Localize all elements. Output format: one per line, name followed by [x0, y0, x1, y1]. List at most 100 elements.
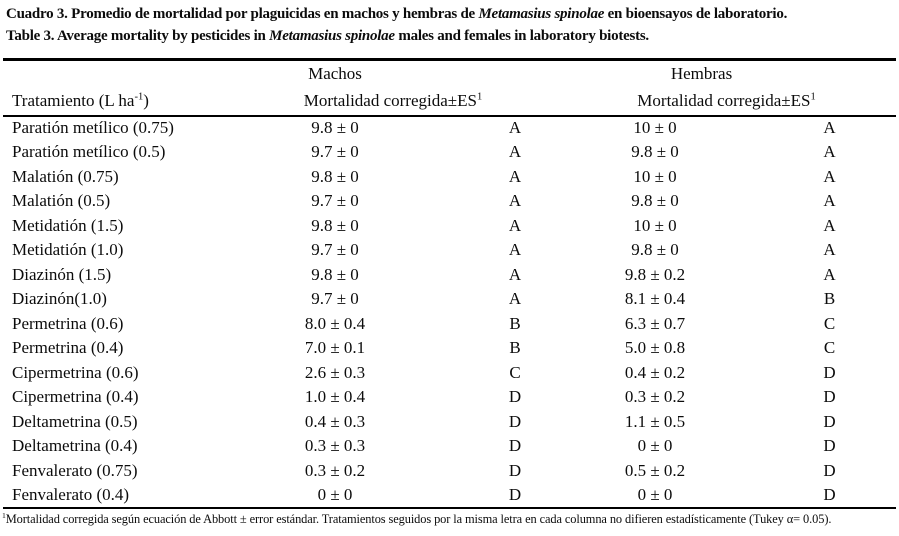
- machos-value-cell: 9.7 ± 0: [311, 191, 359, 211]
- machos-tukey-group-cell: B: [509, 338, 521, 358]
- treatment-cell: Malatión (0.75): [12, 166, 119, 186]
- hembras-value-cell: 9.8 ± 0.2: [624, 264, 686, 284]
- treatment-header-close: ): [143, 91, 149, 110]
- treatment-cell: Permetrina (0.6): [12, 313, 124, 333]
- mortality-header-superscript: 1: [810, 91, 816, 103]
- table-caption: Cuadro 3. Promedio de mortalidad por pla…: [0, 0, 899, 47]
- treatment-cell: Diazinón(1.0): [12, 289, 107, 309]
- caption-es-text: Cuadro 3. Promedio de mortalidad por pla…: [6, 6, 479, 22]
- table-row: Cipermetrina (0.6) 2.6 ± 0.3 C 0.4 ± 0.2 D: [3, 361, 896, 386]
- table-row: Paratión metílico (0.75) 9.8 ± 0 A 10 ± 0 A: [3, 116, 896, 141]
- hembras-tukey-group-cell: A: [823, 191, 836, 211]
- mortality-header-text: Mortalidad corregida±ES: [303, 91, 477, 110]
- table-row: Fenvalerato (0.4) 0 ± 0 D 0 ± 0 D: [3, 483, 896, 508]
- hembras-tukey-group-cell: C: [823, 313, 836, 333]
- treatment-header-superscript: -1: [134, 91, 144, 103]
- hembras-tukey-group-cell: D: [823, 387, 836, 407]
- hembras-value-cell: 0 ± 0: [637, 436, 673, 456]
- table-row: Diazinón (1.5) 9.8 ± 0 A 9.8 ± 0.2 A: [3, 263, 896, 288]
- treatment-header-text: Tratamiento (L ha: [12, 91, 135, 110]
- hembras-value-cell: 10 ± 0: [633, 166, 677, 186]
- mortality-header-superscript: 1: [476, 91, 483, 103]
- treatment-cell: Paratión metílico (0.75): [12, 118, 174, 138]
- machos-tukey-group-cell: C: [509, 362, 521, 382]
- treatment-cell: Diazinón (1.5): [12, 264, 112, 284]
- machos-value-cell: 1.0 ± 0.4: [304, 387, 366, 407]
- column-header-row: Tratamiento (L ha-1) Mortalidad corregid…: [3, 88, 896, 116]
- treatment-cell: Metidatión (1.5): [12, 215, 124, 235]
- treatment-cell: Permetrina (0.4): [12, 338, 124, 358]
- machos-tukey-group-cell: D: [508, 387, 522, 407]
- table-row: Paratión metílico (0.5) 9.7 ± 0 A 9.8 ± 0 A: [3, 140, 896, 165]
- hembras-value-cell: 6.3 ± 0.7: [624, 313, 686, 333]
- treatment-cell: Paratión metílico (0.5): [12, 142, 166, 162]
- hembras-value-cell: 0.4 ± 0.2: [624, 362, 686, 382]
- machos-group-header: Machos: [308, 64, 362, 84]
- hembras-value-cell: 0.3 ± 0.2: [624, 387, 686, 407]
- hembras-tukey-group-cell: D: [823, 484, 836, 504]
- hembras-tukey-group-cell: D: [823, 460, 836, 480]
- table-row: Permetrina (0.6) 8.0 ± 0.4 B 6.3 ± 0.7 C: [3, 312, 896, 337]
- treatment-cell: Deltametrina (0.5): [12, 411, 138, 431]
- hembras-tukey-group-cell: A: [823, 264, 836, 284]
- hembras-value-cell: 10 ± 0: [633, 118, 677, 138]
- table-row: Metidatión (1.5) 9.8 ± 0 A 10 ± 0 A: [3, 214, 896, 239]
- caption-en-text: Table 3. Average mortality by pesticides…: [6, 27, 270, 44]
- hembras-value-cell: 9.8 ± 0: [631, 191, 679, 211]
- machos-value-cell: 9.8 ± 0: [311, 166, 359, 186]
- species-name-italic: Metamasius spinolae: [478, 6, 605, 22]
- machos-tukey-group-cell: A: [508, 191, 522, 211]
- machos-value-cell: 9.8 ± 0: [311, 118, 359, 138]
- hembras-value-cell: 1.1 ± 0.5: [624, 411, 686, 431]
- machos-value-cell: 9.7 ± 0: [311, 142, 359, 162]
- caption-english: Table 3. Average mortality by pesticides…: [6, 26, 895, 48]
- machos-value-cell: 7.0 ± 0.1: [304, 338, 366, 358]
- machos-tukey-group-cell: D: [508, 484, 522, 504]
- hembras-value-cell: 10 ± 0: [633, 215, 677, 235]
- table-row: Permetrina (0.4) 7.0 ± 0.1 B 5.0 ± 0.8 C: [3, 336, 896, 361]
- hembras-tukey-group-cell: B: [823, 289, 836, 309]
- footnote-text: Mortalidad corregida según ecuación de A…: [5, 511, 832, 526]
- hembras-tukey-group-cell: A: [823, 166, 836, 186]
- mortality-header-text: Mortalidad corregida±ES: [637, 91, 811, 110]
- hembras-tukey-group-cell: A: [823, 240, 836, 260]
- table-header: Machos Hembras Tratamiento (L ha-1) Mort…: [3, 60, 896, 116]
- hembras-tukey-group-cell: C: [823, 338, 836, 358]
- treatment-column-header: Tratamiento (L ha-1): [3, 88, 235, 116]
- machos-mortality-header: Mortalidad corregida±ES1: [235, 88, 595, 116]
- machos-tukey-group-cell: B: [509, 313, 521, 333]
- machos-value-cell: 0.4 ± 0.3: [304, 411, 366, 431]
- species-name-italic: Metamasius spinolae: [269, 27, 395, 44]
- hembras-tukey-group-cell: A: [823, 118, 836, 138]
- empty-header-cell: [3, 60, 235, 88]
- machos-value-cell: 9.8 ± 0: [311, 215, 359, 235]
- table-row: Deltametrina (0.5) 0.4 ± 0.3 D 1.1 ± 0.5 D: [3, 410, 896, 435]
- hembras-value-cell: 8.1 ± 0.4: [624, 289, 686, 309]
- treatment-cell: Malatión (0.5): [12, 191, 111, 211]
- machos-tukey-group-cell: D: [508, 436, 522, 456]
- machos-tukey-group-cell: A: [508, 215, 522, 235]
- machos-value-cell: 9.7 ± 0: [311, 240, 359, 260]
- table-row: Diazinón(1.0) 9.7 ± 0 A 8.1 ± 0.4 B: [3, 287, 896, 312]
- machos-tukey-group-cell: A: [508, 264, 522, 284]
- hembras-tukey-group-cell: D: [823, 362, 836, 382]
- machos-value-cell: 0.3 ± 0.2: [304, 460, 366, 480]
- treatment-cell: Cipermetrina (0.6): [12, 362, 139, 382]
- table-row: Deltametrina (0.4) 0.3 ± 0.3 D 0 ± 0 D: [3, 434, 896, 459]
- caption-es-tail: en bioensayos de laboratorio.: [604, 6, 788, 22]
- table-row: Malatión (0.5) 9.7 ± 0 A 9.8 ± 0 A: [3, 189, 896, 214]
- hembras-value-cell: 9.8 ± 0: [631, 142, 679, 162]
- machos-tukey-group-cell: A: [508, 142, 522, 162]
- treatment-cell: Fenvalerato (0.75): [12, 460, 138, 480]
- empty-header-cell: [435, 60, 595, 88]
- machos-tukey-group-cell: A: [508, 289, 522, 309]
- hembras-mortality-header: Mortalidad corregida±ES1: [595, 88, 896, 116]
- hembras-value-cell: 9.8 ± 0: [631, 240, 679, 260]
- sex-group-header-row: Machos Hembras: [3, 60, 896, 88]
- machos-value-cell: 9.8 ± 0: [311, 264, 359, 284]
- hembras-tukey-group-cell: A: [823, 215, 836, 235]
- hembras-tukey-group-cell: A: [823, 142, 836, 162]
- hembras-tukey-group-cell: D: [823, 411, 836, 431]
